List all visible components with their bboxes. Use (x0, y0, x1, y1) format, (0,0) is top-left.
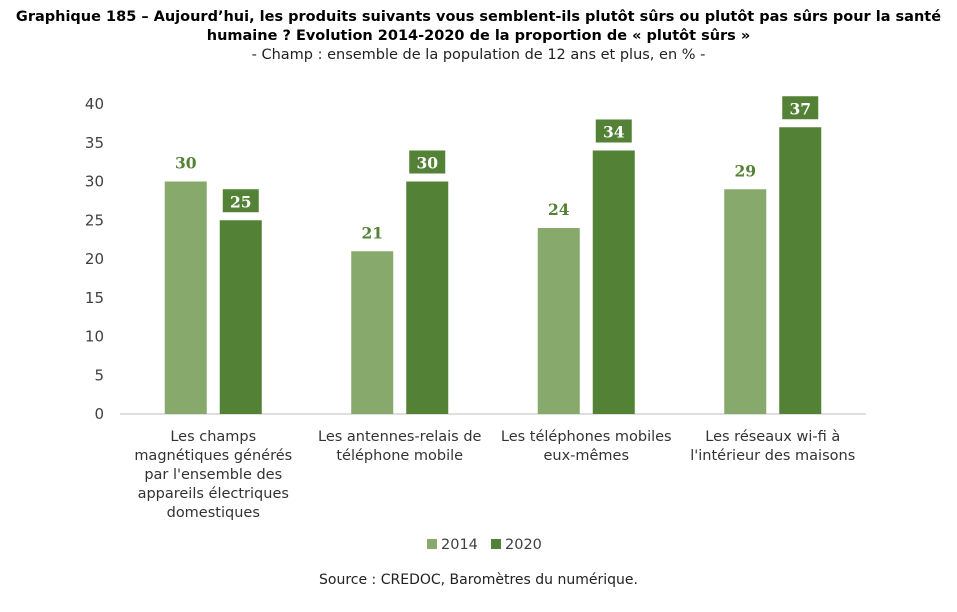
category-label-line: par l'ensemble des (144, 467, 282, 483)
data-label-2020-3: 34 (603, 123, 625, 142)
bar-2014-2 (351, 251, 394, 414)
legend-label-2014: 2014 (441, 537, 478, 553)
category-label-line: Les réseaux wi-fi à (705, 429, 840, 445)
category-label-line: l'intérieur des maisons (690, 448, 855, 464)
category-label-line: Les téléphones mobiles (501, 429, 672, 445)
source-note: Source : CREDOC, Baromètres du numérique… (319, 572, 638, 588)
data-label-2020-2: 30 (416, 154, 438, 173)
bar-2020-3 (592, 150, 635, 414)
y-tick-label: 25 (85, 211, 104, 229)
y-tick-label: 5 (94, 366, 104, 384)
title-block: Graphique 185 – Aujourd’hui, les produit… (0, 8, 957, 65)
bar-2014-3 (537, 228, 580, 414)
y-tick-label: 35 (85, 134, 104, 152)
bar-2020-1 (219, 220, 262, 414)
chart-title: Graphique 185 – Aujourd’hui, les produit… (15, 9, 942, 44)
legend-swatch-2020 (491, 539, 501, 549)
data-label-2014-2: 21 (361, 223, 383, 242)
category-label-line: magnétiques générés (134, 448, 292, 464)
data-label-2020-1: 25 (230, 192, 252, 211)
bar-2014-1 (164, 181, 207, 414)
data-label-box-2020-2 (409, 150, 446, 174)
bar-2014-4 (724, 189, 767, 414)
category-label-line: domestiques (167, 505, 260, 521)
y-tick-label: 40 (85, 95, 104, 113)
bar-2020-2 (406, 181, 449, 414)
y-tick-label: 20 (85, 250, 104, 268)
bar-2020-4 (779, 127, 822, 414)
category-label-line: eux-mêmes (543, 448, 629, 464)
data-label-box-2020-1 (222, 189, 259, 213)
category-label-line: Les antennes-relais de (318, 429, 482, 445)
data-label-box-2020-3 (595, 119, 632, 143)
y-tick-label: 15 (85, 289, 104, 307)
category-label-line: Les champs (170, 429, 256, 445)
data-label-2014-4: 29 (734, 161, 756, 180)
category-label-line: téléphone mobile (336, 448, 463, 464)
chart-subtitle: - Champ : ensemble de la population de 1… (251, 47, 706, 63)
y-tick-label: 30 (85, 173, 104, 191)
data-label-2014-1: 30 (175, 154, 197, 173)
data-label-2014-3: 24 (548, 200, 570, 219)
legend-label-2020: 2020 (505, 537, 542, 553)
data-label-2020-4: 37 (789, 99, 811, 118)
y-tick-label: 0 (94, 405, 104, 423)
y-tick-label: 10 (85, 328, 104, 346)
data-label-box-2020-4 (782, 96, 819, 120)
legend-swatch-2014 (427, 539, 437, 549)
category-label-line: appareils électriques (138, 486, 289, 502)
